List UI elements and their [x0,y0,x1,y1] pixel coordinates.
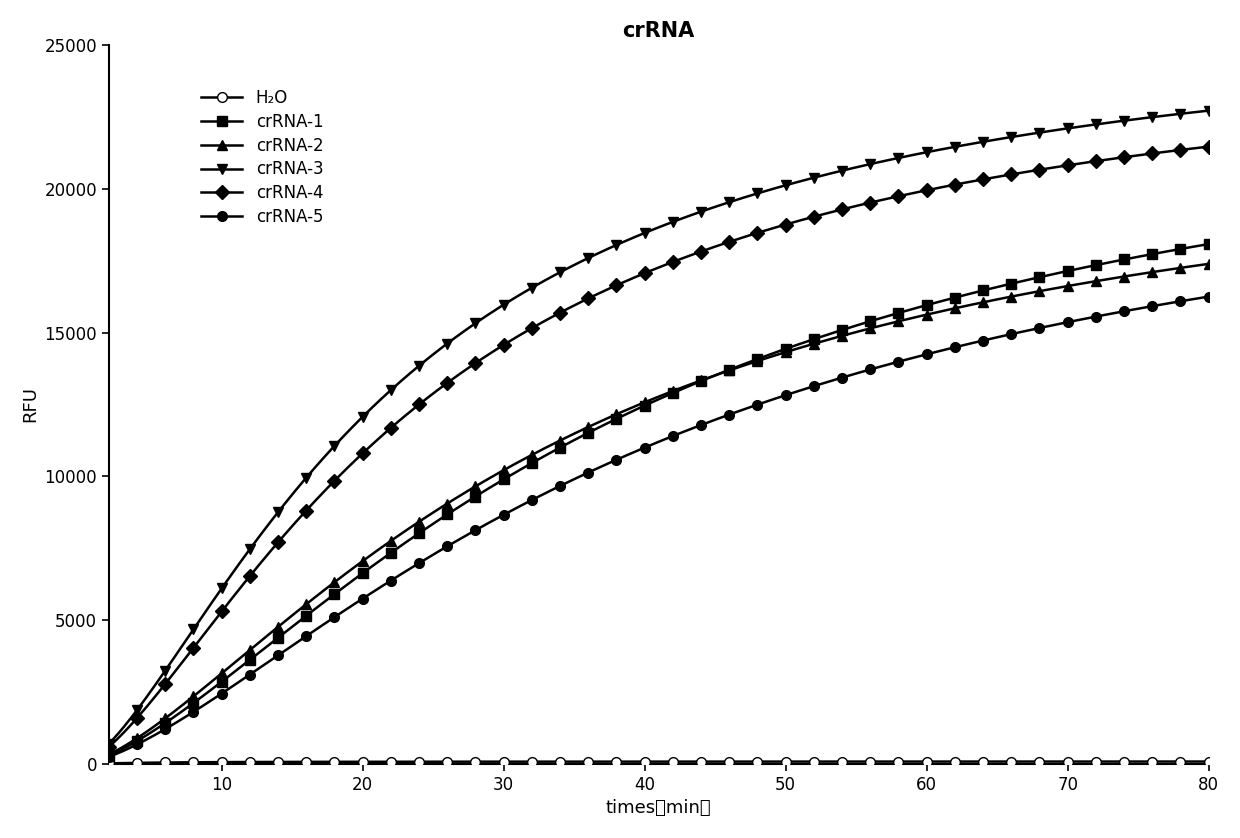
X-axis label: times（min）: times（min） [606,799,712,817]
Y-axis label: RFU: RFU [21,386,38,422]
Legend: H₂O, crRNA-1, crRNA-2, crRNA-3, crRNA-4, crRNA-5: H₂O, crRNA-1, crRNA-2, crRNA-3, crRNA-4,… [195,82,330,233]
Title: crRNA: crRNA [622,21,694,41]
